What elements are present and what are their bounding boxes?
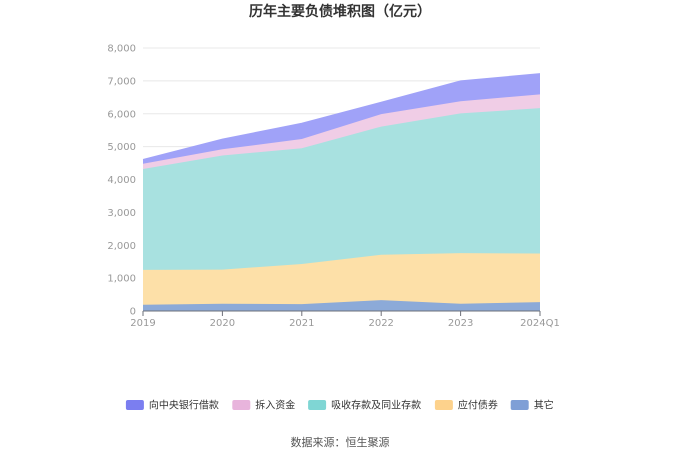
area-edge-向中央银行借款	[142, 73, 541, 160]
legend-swatch	[308, 400, 327, 410]
legend: 向中央银行借款 拆入资金 吸收存款及同业存款 应付债券 其它	[125, 399, 554, 412]
y-tick-label: 8,000	[107, 44, 136, 55]
x-tick-label: 2023	[448, 318, 473, 329]
chart-title: 历年主要负债堆积图（亿元）	[249, 3, 431, 20]
y-tick-label: 0	[130, 307, 136, 318]
y-tick-label: 3,000	[107, 208, 136, 219]
axes: 0 1,000 2,000 3,000 4,000 5,000 6,000 7,000 8,00…	[107, 44, 559, 330]
x-tick-label: 2020	[210, 318, 235, 329]
area-series-其它	[143, 300, 540, 311]
legend-swatch	[510, 400, 529, 410]
y-tick-label: 2,000	[107, 241, 136, 252]
y-tick-label: 1,000	[107, 274, 136, 285]
legend-label: 其它	[534, 399, 554, 412]
legend-label: 向中央银行借款	[149, 399, 219, 412]
legend-label: 应付债券	[458, 399, 498, 412]
legend-label: 吸收存款及同业存款	[331, 399, 421, 412]
data-source-note: 数据来源：恒生聚源	[291, 435, 390, 449]
area-series-吸收存款及同业存款	[143, 108, 540, 270]
area-series-拆入资金	[143, 94, 540, 169]
area-edge-应付债券	[142, 252, 541, 271]
x-tick-label: 2022	[368, 318, 393, 329]
y-tick-label: 7,000	[107, 76, 136, 87]
area-series-应付债券	[143, 253, 540, 305]
x-tick-label: 2024Q1	[520, 318, 560, 329]
legend-label: 拆入资金	[255, 399, 295, 412]
y-tick-label: 6,000	[107, 109, 136, 120]
x-tick-label: 2021	[289, 318, 314, 329]
legend-swatch	[232, 400, 251, 410]
y-tick-label: 5,000	[107, 142, 136, 153]
area-series-向中央银行借款	[143, 73, 540, 164]
y-tick-label: 4,000	[107, 175, 136, 186]
legend-swatch	[125, 400, 144, 410]
legend-swatch	[434, 400, 453, 410]
x-tick-label: 2019	[130, 318, 155, 329]
series-areas	[142, 73, 541, 311]
